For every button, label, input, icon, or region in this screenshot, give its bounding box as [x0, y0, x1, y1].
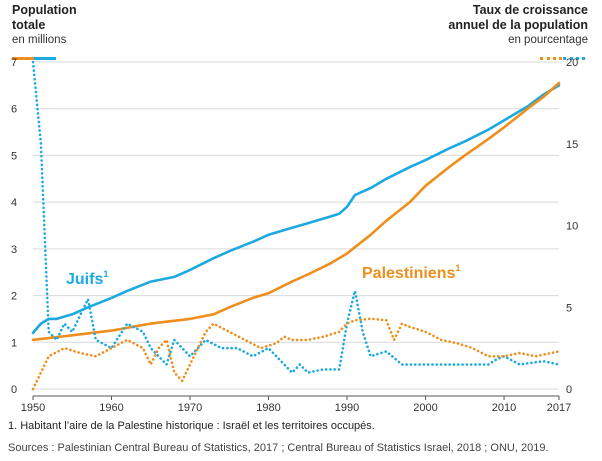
right-y-tick-label: 20: [566, 57, 578, 69]
right-axis-title-line2: annuel de la population: [448, 18, 588, 32]
right-y-tick-label: 5: [566, 302, 572, 314]
x-tick-label: 1980: [256, 402, 280, 414]
series-label-palestinians: Palestiniens1: [362, 263, 460, 282]
right-y-axis: 0 5 10 15 20: [566, 57, 578, 396]
right-axis-title-line1: Taux de croissance: [472, 3, 588, 17]
x-axis: 1950 1960 1970 1980 1990 2000 2010 2017: [21, 395, 571, 414]
series-line-2: [31, 81, 561, 342]
left-y-tick-label: 0: [11, 384, 17, 396]
x-tick-label: 2000: [413, 402, 437, 414]
series-label-jews: Juifs1: [66, 269, 108, 288]
series-label-palestinians-text: Palestiniens: [362, 265, 455, 282]
right-axis-unit: en pourcentage: [508, 34, 588, 46]
left-axis-legend-swatch-orange: [12, 57, 34, 60]
left-y-tick-label: 5: [11, 150, 17, 162]
series-line-4: [31, 317, 561, 391]
left-y-axis: 0 1 2 3 4 5 6 7: [11, 57, 17, 396]
series-line-1: [31, 84, 561, 335]
sources: Sources : Palestinian Central Bureau of …: [8, 442, 549, 454]
series-line-3: [31, 60, 561, 374]
left-axis-title-line2: totale: [12, 18, 46, 32]
series-label-jews-sup: 1: [103, 269, 108, 279]
left-axis-legend-swatch-blue: [34, 57, 56, 60]
gridlines: [33, 61, 559, 390]
left-y-tick-label: 7: [11, 57, 17, 69]
x-tick-label: 2017: [547, 402, 571, 414]
right-axis-legend-swatch-orange: [540, 57, 562, 60]
left-y-tick-label: 1: [11, 337, 17, 349]
series-lines: [31, 60, 561, 391]
x-tick-label: 1970: [178, 402, 202, 414]
x-tick-label: 1990: [335, 402, 359, 414]
series-label-palestinians-sup: 1: [455, 263, 460, 273]
right-axis-header: Taux de croissance annuel de la populati…: [448, 3, 588, 48]
series-label-jews-text: Juifs: [66, 271, 103, 288]
left-axis-title-line1: Population: [12, 3, 77, 17]
right-y-tick-label: 10: [566, 221, 578, 233]
left-y-tick-label: 4: [11, 197, 17, 209]
x-tick-label: 1950: [21, 402, 45, 414]
left-axis-header: Population totale en millions: [12, 3, 77, 48]
x-tick-label: 2010: [492, 402, 516, 414]
right-axis-legend-swatch-blue: [563, 57, 585, 60]
footnote: 1. Habitant l’aire de la Palestine histo…: [8, 420, 375, 432]
left-y-tick-label: 6: [11, 104, 17, 116]
x-tick-label: 1960: [99, 402, 123, 414]
left-y-tick-label: 3: [11, 244, 17, 256]
left-y-tick-label: 2: [11, 291, 17, 303]
left-axis-unit: en millions: [12, 34, 67, 46]
right-y-tick-label: 15: [566, 139, 578, 151]
right-y-tick-label: 0: [566, 384, 572, 396]
